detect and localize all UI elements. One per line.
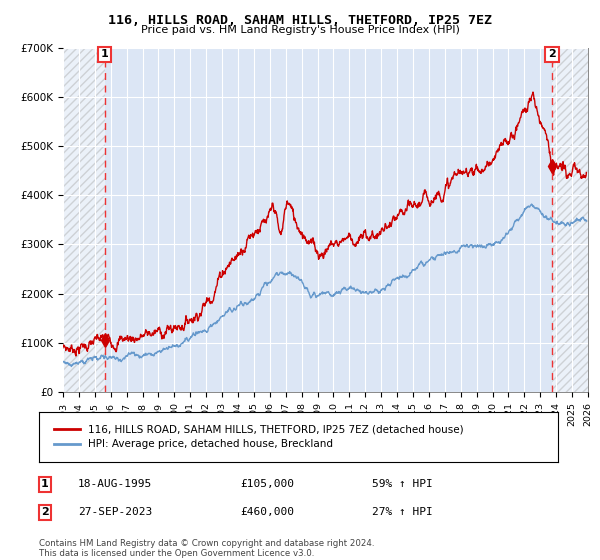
Text: 27% ↑ HPI: 27% ↑ HPI [372, 507, 433, 517]
Text: £460,000: £460,000 [240, 507, 294, 517]
Text: Contains HM Land Registry data © Crown copyright and database right 2024.
This d: Contains HM Land Registry data © Crown c… [39, 539, 374, 558]
Text: 59% ↑ HPI: 59% ↑ HPI [372, 479, 433, 489]
Text: 2: 2 [548, 49, 556, 59]
Text: 1: 1 [41, 479, 49, 489]
Text: 18-AUG-1995: 18-AUG-1995 [78, 479, 152, 489]
Bar [552, 48, 588, 392]
Text: Price paid vs. HM Land Registry's House Price Index (HPI): Price paid vs. HM Land Registry's House … [140, 25, 460, 35]
Text: £105,000: £105,000 [240, 479, 294, 489]
Text: 1: 1 [101, 49, 109, 59]
Legend: 116, HILLS ROAD, SAHAM HILLS, THETFORD, IP25 7EZ (detached house), HPI: Average : 116, HILLS ROAD, SAHAM HILLS, THETFORD, … [49, 420, 468, 454]
Bar [63, 48, 105, 392]
Text: 27-SEP-2023: 27-SEP-2023 [78, 507, 152, 517]
Text: 2: 2 [41, 507, 49, 517]
Text: 116, HILLS ROAD, SAHAM HILLS, THETFORD, IP25 7EZ: 116, HILLS ROAD, SAHAM HILLS, THETFORD, … [108, 14, 492, 27]
